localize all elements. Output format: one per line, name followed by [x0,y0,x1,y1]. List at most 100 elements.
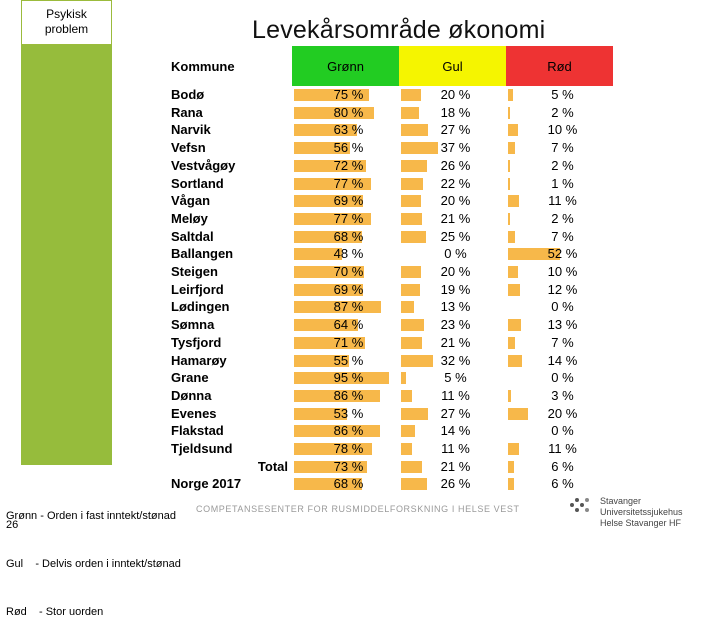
value-gul: 25 % [440,228,471,244]
cell-rod: 6 % [506,475,613,493]
value-gul: 26 % [440,157,471,173]
legend-yellow: Gul - Delvis orden i inntekt/stønad [6,558,181,570]
table-row: Tjeldsund 78 % 11 % 11 % [167,440,613,458]
cell-gronn: 63 % [292,121,399,139]
value-gul: 23 % [440,317,471,333]
logo-line1: Stavanger Universitetssjukehus [600,496,683,517]
bar-rod [508,195,519,208]
value-gul: 5 % [444,370,467,386]
bar-gronn [294,124,357,137]
row-kommune-name: Hamarøy [171,352,227,368]
value-gul: 14 % [440,423,471,439]
cell-rod: 2 % [506,104,613,122]
cell-gul: 18 % [399,104,506,122]
bar-gronn [294,89,369,101]
cell-gronn: 69 % [292,281,399,299]
table-row: Vefsn 56 % 37 % 7 % [167,139,613,157]
row-kommune-name: Lødingen [171,299,230,315]
value-gul: 20 % [440,264,471,280]
bar-gronn [294,106,374,119]
cell-gronn: 73 % [292,458,399,476]
cell-gul: 32 % [399,352,506,370]
table-row: Flakstad 86 % 14 % 0 % [167,422,613,440]
value-rod: 10 % [547,122,578,138]
bar-rod [508,230,515,243]
category-label-line2: problem [44,22,89,36]
bar-gronn [294,212,371,225]
value-gronn: 86 % [333,387,364,403]
cell-gul: 11 % [399,440,506,458]
bar-gul [401,336,422,349]
cell-gul: 25 % [399,228,506,246]
row-kommune-name: Leirfjord [171,281,224,297]
cell-gul: 37 % [399,139,506,157]
bar-gul [401,159,427,172]
cell-rod: 7 % [506,334,613,352]
bar-rod [508,212,510,225]
cell-rod: 0 % [506,422,613,440]
table-row: Dønna 86 % 11 % 3 % [167,387,613,405]
bar-gronn [294,443,372,456]
value-gronn: 56 % [333,140,364,156]
table-row: Vågan 69 % 20 % 11 % [167,192,613,210]
header-rod: Rød [506,46,613,86]
value-gronn: 75 % [333,87,364,102]
header-kommune: Kommune [167,46,292,86]
table-row: Bodø 75 % 20 % 5 % [167,86,613,104]
cell-gul: 21 % [399,210,506,228]
category-label-line1: Psykisk [46,7,87,21]
cell-gronn: 77 % [292,210,399,228]
cell-rod: 0 % [506,298,613,316]
cell-gronn: 48 % [292,245,399,263]
legend: Grønn - Orden i fast inntekt/stønad Gul … [6,476,181,636]
value-gul: 37 % [440,140,471,156]
row-kommune-name: Flakstad [171,423,224,439]
row-kommune-name: Meløy [171,210,208,226]
bar-gul [401,301,414,314]
bar-gul [401,425,415,438]
bar-rod [508,389,511,402]
bar-rod [508,159,510,172]
value-gronn: 69 % [333,281,364,297]
row-kommune-name: Rana [171,104,203,120]
hospital-logo-icon [570,498,589,512]
bar-gronn [294,266,364,279]
table-header-row: Kommune Grønn Gul Rød [167,46,613,86]
value-gronn: 77 % [333,175,364,191]
cell-gronn: 71 % [292,334,399,352]
cell-gul: 26 % [399,157,506,175]
bar-gul [401,230,426,243]
value-gronn: 78 % [333,441,364,457]
category-color-bar [21,45,112,465]
value-gul: 11 % [441,441,470,457]
page-number: 26 [6,519,19,531]
table-body: Bodø 75 % 20 % 5 % Rana 80 % 18 % 2 % Narvik 63 %… [167,86,613,493]
bar-gronn [294,195,363,208]
cell-rod: 2 % [506,210,613,228]
bar-gronn [294,283,363,296]
value-gul: 19 % [440,281,471,297]
value-gul: 13 % [440,299,471,315]
cell-rod: 11 % [506,192,613,210]
cell-gul: 26 % [399,475,506,493]
row-kommune-name: Total [257,458,288,474]
cell-gul: 11 % [399,387,506,405]
cell-rod: 14 % [506,352,613,370]
cell-rod: 13 % [506,316,613,334]
value-rod: 0 % [551,370,574,386]
table-row: Total 73 % 21 % 6 % [167,458,613,476]
bar-gul [401,354,433,367]
cell-rod: 7 % [506,228,613,246]
value-rod: 6 % [551,476,574,492]
value-gul: 20 % [440,193,471,209]
cell-gronn: 80 % [292,104,399,122]
table-row: Tysfjord 71 % 21 % 7 % [167,334,613,352]
legend-red: Rød - Stor uorden [6,606,104,618]
value-gronn: 72 % [333,157,364,173]
value-gul: 32 % [440,352,471,368]
cell-rod: 2 % [506,157,613,175]
cell-rod: 5 % [506,86,613,104]
value-rod: 7 % [551,140,574,156]
table-row: Sortland 77 % 22 % 1 % [167,175,613,193]
bar-rod [508,124,518,137]
